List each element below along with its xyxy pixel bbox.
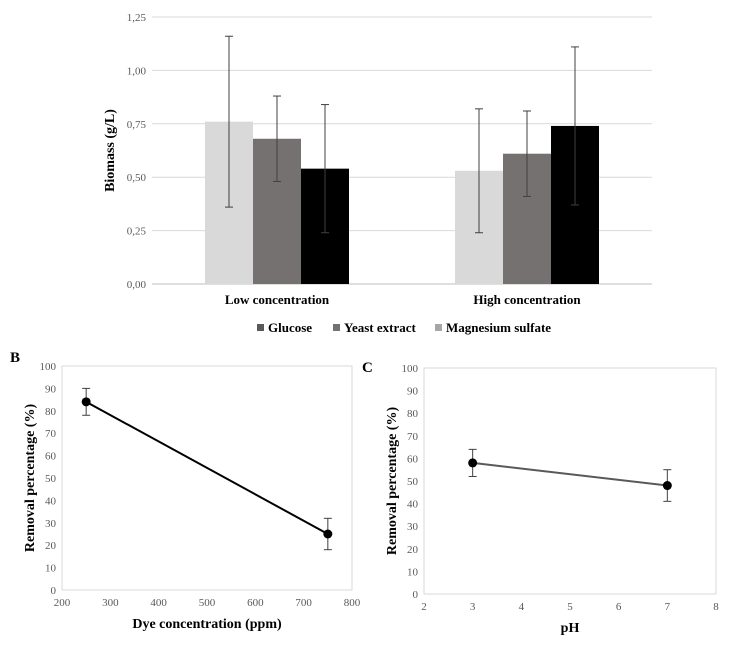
y-tick-label: 10 — [45, 563, 57, 575]
y-tick-label: 50 — [45, 473, 57, 485]
y-tick-label: 70 — [45, 428, 57, 440]
data-point — [662, 481, 672, 491]
x-tick-label: 400 — [150, 597, 167, 609]
data-point — [468, 458, 478, 468]
x-tick-label: 200 — [54, 597, 71, 609]
legend-swatch — [333, 324, 340, 331]
x-tick-label: 5 — [567, 601, 573, 613]
y-tick-label: 100 — [40, 361, 57, 373]
x-tick-label: 4 — [519, 601, 525, 613]
x-tick-label: 7 — [665, 601, 671, 613]
y-tick-label: 80 — [45, 406, 57, 418]
category-label: High concentration — [473, 292, 581, 307]
x-tick-label: 300 — [102, 597, 119, 609]
panel-letter-c: C — [362, 360, 373, 376]
data-point — [81, 397, 91, 407]
y-tick-label: 60 — [45, 451, 57, 463]
y-axis-title: Removal percentage (%) — [23, 404, 38, 553]
y-tick-label: 40 — [45, 495, 57, 507]
plot-frame — [423, 367, 717, 595]
x-tick-label: 800 — [344, 597, 361, 609]
y-tick-label: 0,50 — [127, 172, 147, 184]
y-tick-label: 1,25 — [127, 12, 147, 24]
y-tick-label: 60 — [407, 453, 419, 465]
y-tick-label: 70 — [407, 431, 419, 443]
data-point — [323, 529, 333, 539]
y-tick-label: 90 — [45, 383, 57, 395]
y-tick-label: 30 — [407, 521, 419, 533]
ph-line-chart: C 0 10 20 30 40 50 60 70 80 90 100 2 3 4 5 6 7 8 Removal p… — [362, 360, 719, 636]
y-tick-label: 0 — [413, 589, 419, 601]
y-tick-label: 1,00 — [127, 65, 147, 77]
y-tick-label: 30 — [45, 518, 57, 530]
y-tick-label: 100 — [402, 363, 419, 375]
y-tick-label: 80 — [407, 408, 419, 420]
legend-label: Glucose — [268, 320, 312, 335]
y-axis-title: Removal percentage (%) — [385, 407, 400, 556]
legend-label: Yeast extract — [344, 320, 416, 335]
x-tick-label: 2 — [421, 601, 427, 613]
y-tick-label: 40 — [407, 499, 419, 511]
y-tick-label: 90 — [407, 386, 419, 398]
biomass-bar-chart: 0,00 0,25 0,50 0,75 1,00 1,25 Biomass (g/L) Low… — [103, 12, 652, 335]
x-axis-title: Dye concentration (ppm) — [132, 617, 282, 632]
panel-letter-b: B — [10, 350, 20, 366]
x-tick-label: 700 — [295, 597, 312, 609]
x-axis-title: pH — [561, 621, 580, 636]
legend-label: Magnesium sulfate — [446, 320, 551, 335]
y-tick-label: 0,00 — [127, 279, 147, 291]
x-tick-label: 500 — [199, 597, 216, 609]
category-label: Low concentration — [225, 292, 330, 307]
x-tick-label: 6 — [616, 601, 622, 613]
legend-swatch — [435, 324, 442, 331]
x-tick-label: 8 — [713, 601, 719, 613]
y-tick-label: 20 — [45, 540, 57, 552]
y-tick-label: 50 — [407, 476, 419, 488]
series-line — [85, 400, 329, 535]
x-tick-label: 600 — [247, 597, 264, 609]
y-tick-label: 0,25 — [127, 226, 147, 238]
legend-swatch — [257, 324, 264, 331]
y-tick-label: 0,75 — [127, 119, 147, 131]
y-tick-label: 0 — [51, 585, 57, 597]
y-tick-label: 10 — [407, 566, 419, 578]
series-line — [472, 461, 668, 487]
dye-concentration-line-chart: B 0 10 20 30 40 50 60 70 80 90 100 200 300 400 500 600 7… — [10, 350, 361, 632]
y-tick-label: 20 — [407, 544, 419, 556]
x-tick-label: 3 — [470, 601, 476, 613]
plot-frame — [61, 365, 353, 591]
y-axis-title: Biomass (g/L) — [103, 109, 118, 192]
